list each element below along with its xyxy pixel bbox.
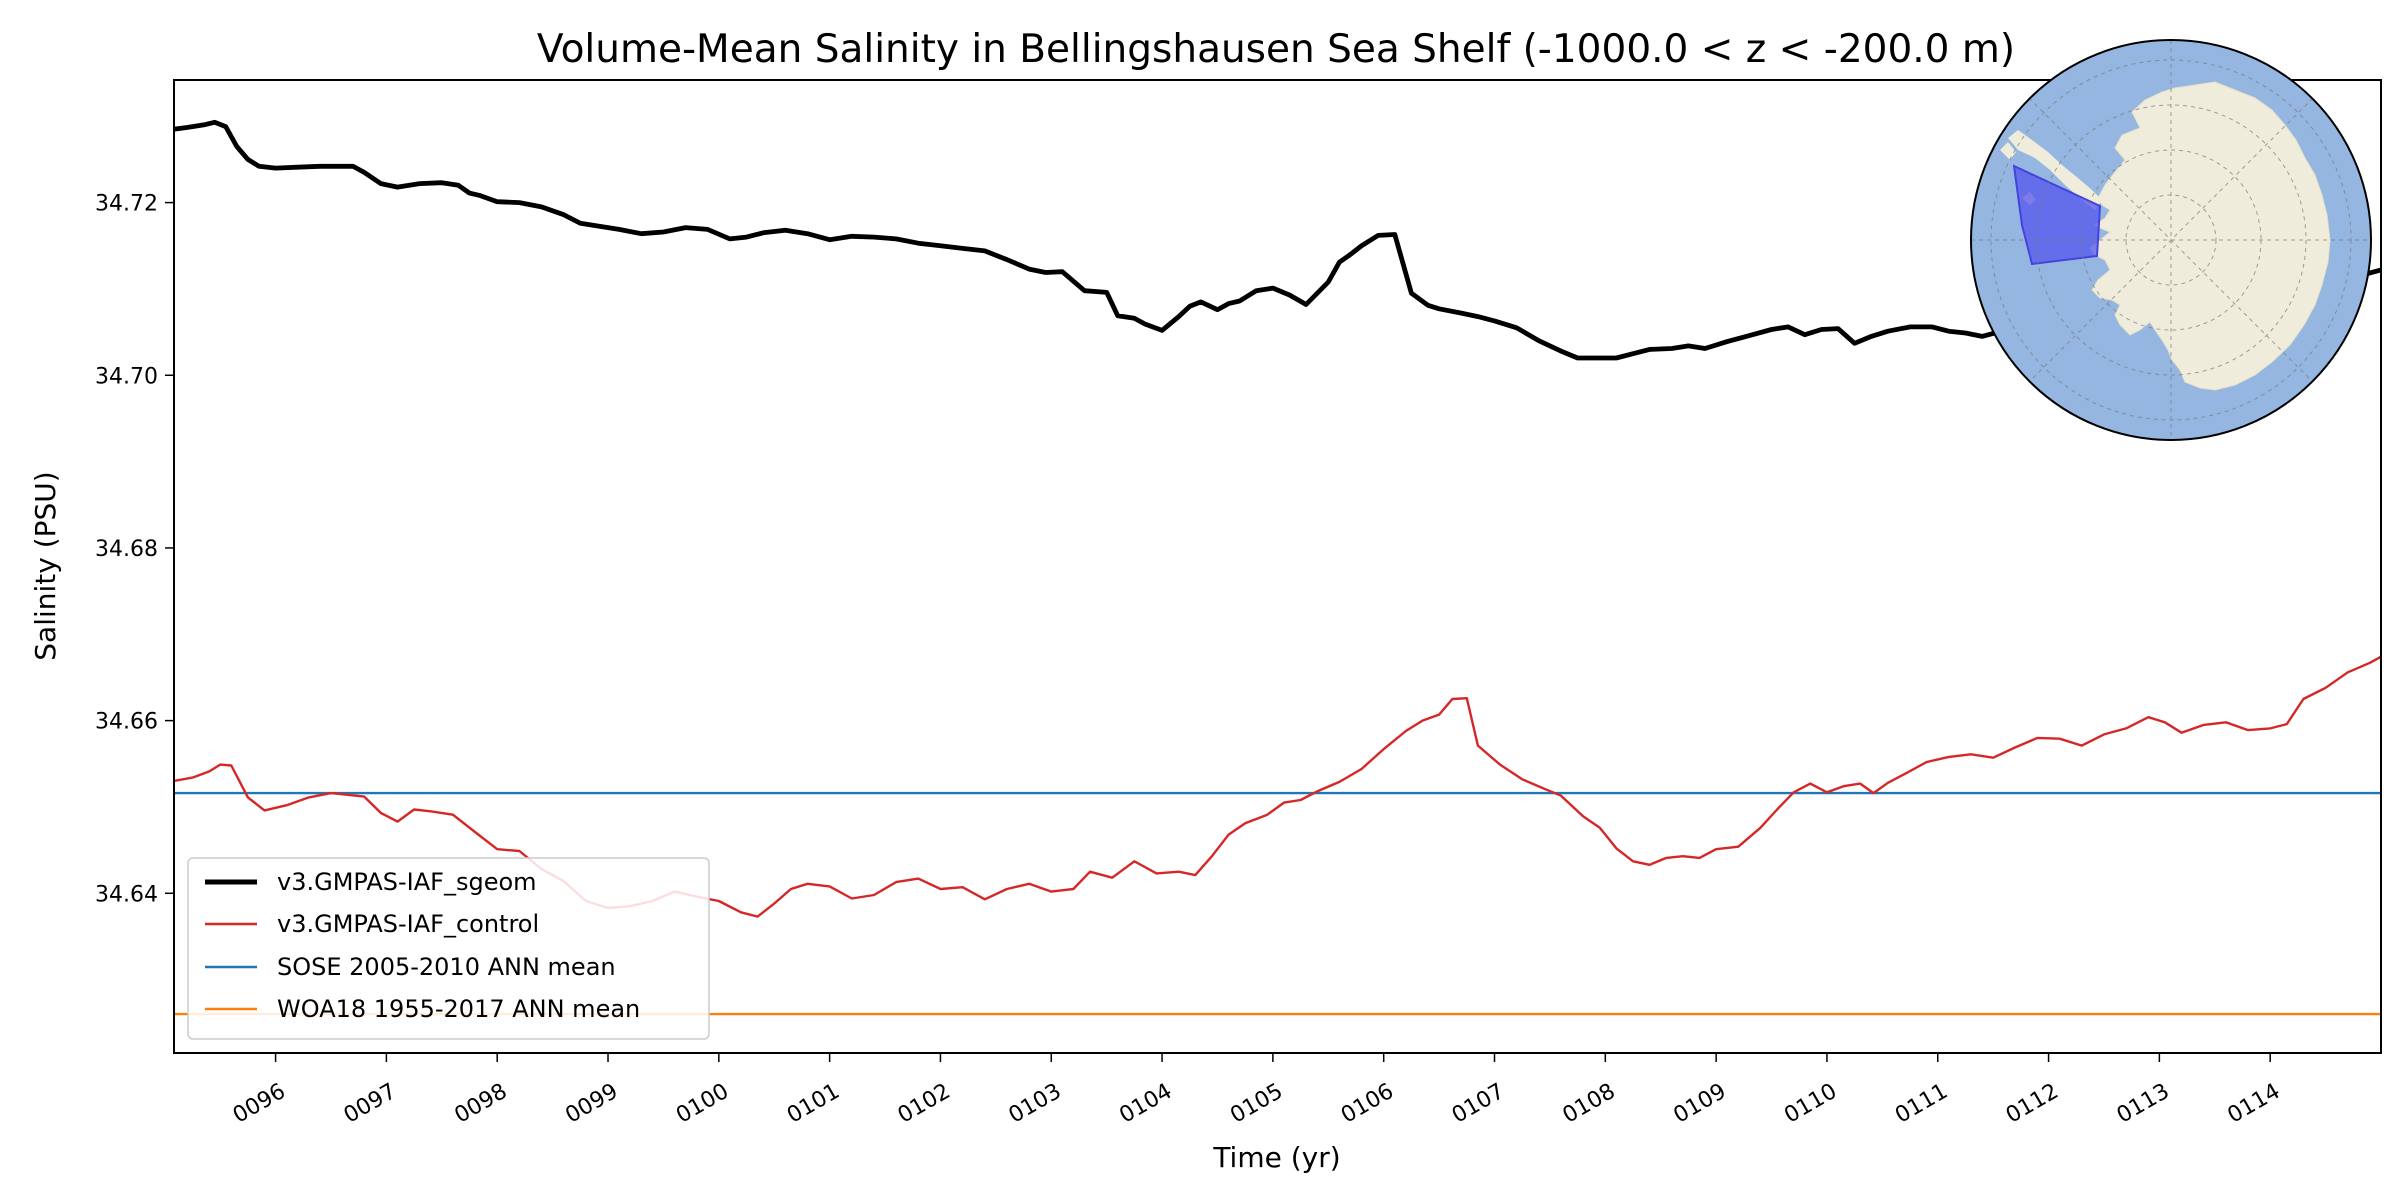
plot-frame [173, 79, 2382, 1054]
y-tick-label: 34.66 [95, 710, 158, 735]
x-tick-label: 0100 [672, 1079, 733, 1129]
y-tick-label: 34.68 [95, 537, 158, 562]
x-tick-label: 0114 [2224, 1079, 2285, 1129]
x-tick-label: 0111 [1891, 1079, 1952, 1129]
legend-label-control: v3.GMPAS-IAF_control [277, 910, 539, 938]
x-tick-label: 0101 [783, 1079, 844, 1129]
x-axis: 0096 0097 0098 0099 0100 0101 0102 0103 0104 0105… [229, 1053, 2285, 1129]
inset-islands [2000, 142, 2036, 205]
x-tick-label: 0103 [1005, 1079, 1066, 1129]
y-axis-label: Salinity (PSU) [29, 471, 62, 660]
series-line-v3-gmpas-iaf-sgeom [174, 119, 2381, 361]
x-tick-label: 0110 [1780, 1079, 1841, 1129]
x-tick-label: 0099 [561, 1079, 622, 1129]
inset-graticule [1971, 40, 2371, 440]
x-tick-label: 0108 [1559, 1079, 1620, 1129]
x-tick-label: 0107 [1448, 1079, 1509, 1129]
legend-label-sose: SOSE 2005-2010 ANN mean [277, 953, 616, 981]
y-tick-label: 34.70 [95, 364, 158, 389]
inset-globe-outline [1970, 39, 2372, 441]
x-axis-label: Time (yr) [1212, 1141, 1340, 1174]
x-tick-label: 0097 [340, 1079, 401, 1129]
x-tick-label: 0098 [451, 1079, 512, 1129]
y-tick-label: 34.64 [95, 882, 158, 907]
legend-label-sgeom: v3.GMPAS-IAF_sgeom [277, 868, 537, 896]
legend-label-woa: WOA18 1955-2017 ANN mean [277, 995, 640, 1023]
x-tick-label: 0105 [1226, 1079, 1287, 1129]
x-tick-label: 0096 [229, 1079, 290, 1129]
x-tick-label: 0112 [2002, 1079, 2063, 1129]
x-tick-label: 0102 [894, 1079, 955, 1129]
inset-polar-map [1970, 39, 2372, 441]
chart-title: Volume-Mean Salinity in Bellingshausen S… [537, 27, 2015, 72]
x-tick-label: 0113 [2113, 1079, 2174, 1129]
x-tick-label: 0104 [1115, 1079, 1176, 1129]
x-tick-label: 0106 [1337, 1079, 1398, 1129]
x-tick-label: 0109 [1669, 1079, 1730, 1129]
legend: v3.GMPAS-IAF_sgeom v3.GMPAS-IAF_control … [187, 857, 710, 1040]
y-axis: 34.64 34.66 34.68 34.70 34.72 [95, 192, 174, 907]
y-tick-label: 34.72 [95, 192, 158, 217]
legend-box [187, 857, 710, 1040]
